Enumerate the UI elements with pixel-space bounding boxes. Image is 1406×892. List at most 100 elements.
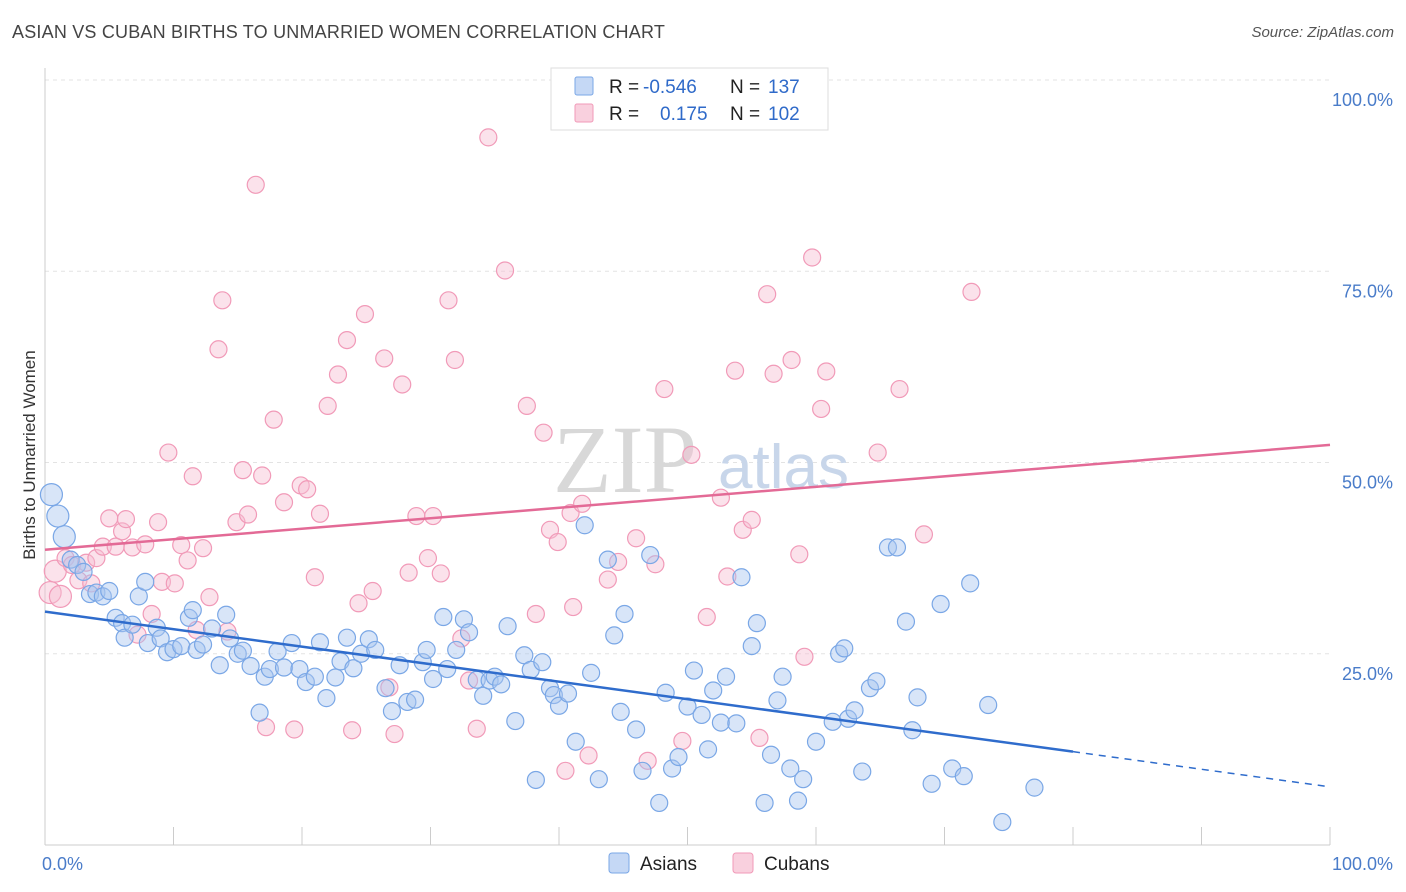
cubans-point	[479, 128, 498, 147]
cubans-points	[38, 128, 981, 780]
x-ticks: 0.0% 100.0%	[42, 854, 1393, 874]
cubans-point	[213, 291, 232, 310]
asians-point	[46, 504, 70, 528]
cubans-point	[238, 505, 258, 524]
cubans-point	[310, 504, 330, 523]
cubans-point	[363, 581, 382, 601]
cubans-point	[548, 532, 567, 552]
asians-point	[39, 483, 64, 507]
cubans-point	[697, 607, 716, 627]
chart-source: Source: ZipAtlas.com	[1251, 24, 1394, 41]
asians-point	[908, 688, 927, 707]
asians-point	[961, 574, 980, 593]
cubans-point	[375, 349, 394, 368]
bottom-legend-swatch-cubans	[732, 852, 754, 874]
legend-n-value-asians: 137	[768, 77, 800, 98]
asians-point	[788, 791, 808, 810]
asians-point	[423, 669, 443, 689]
legend: R = -0.546 N = 137 R = 0.175 N = 102	[550, 67, 829, 131]
asians-point	[533, 653, 552, 672]
asians-point	[589, 770, 608, 789]
cubans-point	[337, 331, 357, 350]
asians-point	[566, 732, 585, 751]
asians-point	[860, 679, 880, 698]
asians-point	[296, 672, 315, 692]
asians-point	[633, 761, 652, 780]
cubans-point	[868, 443, 887, 462]
asians-point	[931, 594, 950, 614]
asians-point	[344, 659, 363, 678]
asians-point	[806, 732, 826, 751]
asians-point	[474, 686, 493, 705]
asians-point	[732, 568, 751, 587]
asians-point	[310, 633, 330, 652]
cubans-point	[795, 647, 814, 666]
asians-point	[704, 681, 723, 700]
asians-point	[692, 705, 711, 725]
cubans-point	[418, 549, 438, 568]
cubans-point	[467, 719, 486, 738]
cubans-point	[172, 536, 191, 555]
asians-point	[282, 633, 301, 653]
y-tick-label-100: 100.0%	[1332, 90, 1393, 110]
cubans-point	[349, 594, 368, 613]
cubans-point	[100, 509, 119, 528]
asians-point	[641, 545, 660, 565]
asians-point	[217, 605, 236, 624]
asians-point	[615, 604, 634, 624]
cubans-point	[890, 379, 909, 399]
cubans-point	[638, 751, 657, 770]
cubans-point	[556, 761, 575, 780]
cubans-point	[526, 604, 545, 624]
legend-r-value-cubans: 0.175	[660, 104, 708, 125]
cubans-point	[318, 396, 337, 415]
cubans-point	[764, 364, 783, 383]
asians-point	[773, 667, 792, 686]
legend-r-label-cubans: R =	[609, 104, 639, 125]
cubans-trend-line	[44, 443, 1331, 551]
asians-point	[498, 617, 517, 636]
asians-point	[626, 720, 646, 739]
legend-n-label-cubans: N =	[730, 104, 760, 125]
asians-point	[68, 555, 87, 575]
bottom-legend-swatch-asians	[608, 852, 630, 874]
legend-box	[550, 67, 829, 131]
asians-point	[136, 572, 155, 591]
cubans-point	[264, 410, 283, 429]
y-axis-label: Births to Unmarried Women	[20, 350, 39, 559]
cubans-point	[962, 282, 981, 302]
asians-point	[781, 759, 800, 778]
asians-point	[954, 767, 973, 786]
asians-point	[896, 612, 916, 631]
cubans-point	[183, 467, 202, 486]
asians-point	[1025, 778, 1044, 797]
asians-point	[549, 696, 569, 715]
legend-n-value-cubans: 102	[768, 104, 800, 125]
cubans-point	[407, 506, 426, 526]
cubans-point	[718, 567, 737, 586]
legend-swatch-cubans	[574, 103, 594, 123]
asians-point	[544, 685, 563, 705]
asians-point	[711, 713, 731, 732]
asians-point	[74, 562, 93, 581]
asians-point	[417, 640, 436, 660]
cubans-point	[399, 563, 418, 582]
cubans-point	[517, 396, 536, 415]
chart-title: ASIAN VS CUBAN BIRTHS TO UNMARRIED WOMEN…	[12, 22, 666, 42]
asians-point	[835, 639, 854, 658]
cubans-point	[343, 721, 362, 740]
asians-point	[492, 675, 511, 694]
cubans-point	[385, 724, 404, 744]
cubans-point	[159, 443, 178, 462]
asians-point	[742, 636, 761, 656]
asians-point	[447, 640, 466, 660]
cubans-point	[673, 731, 692, 751]
asians-point	[605, 626, 624, 645]
legend-swatch-asians	[574, 76, 594, 96]
cubans-point	[914, 525, 934, 544]
legend-r-label-asians: R =	[609, 77, 639, 98]
asians-point	[684, 661, 704, 680]
asians-point	[867, 672, 886, 691]
asians-point	[727, 714, 746, 733]
y-ticks: 25.0% 50.0% 75.0% 100.0%	[1332, 90, 1393, 684]
